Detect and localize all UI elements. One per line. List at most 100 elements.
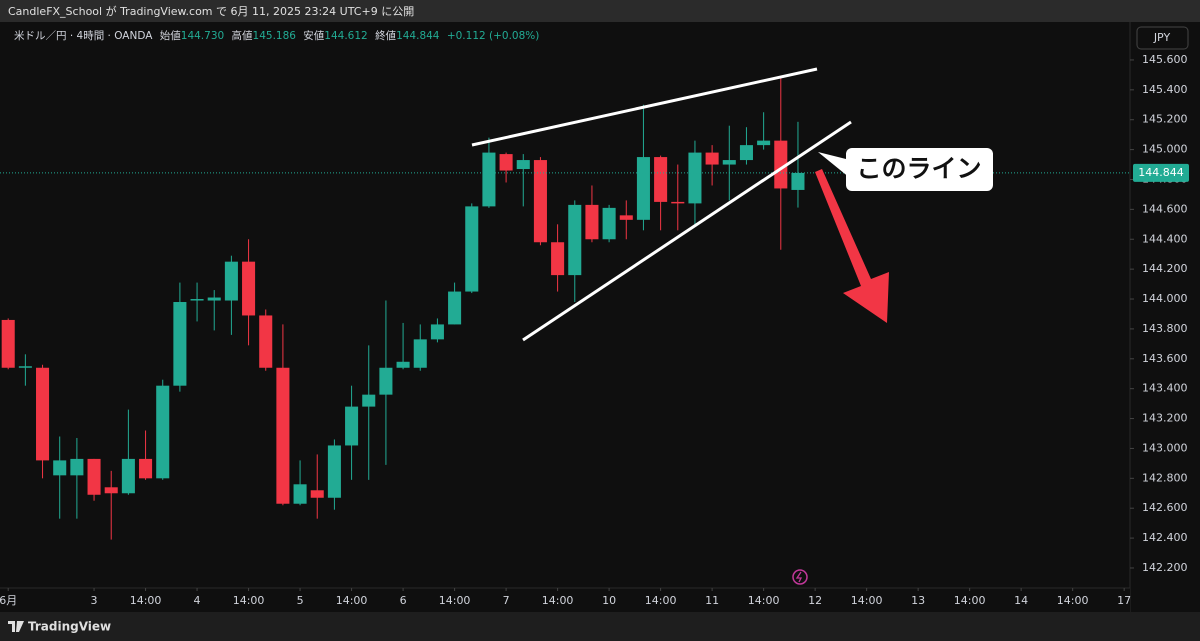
legend-label: 終値 [375,29,396,42]
x-tick-label: 14:00 [851,594,883,607]
header-text: CandleFX_School が TradingView.com で 6月 1… [8,4,414,18]
x-tick-label: 6 [400,594,407,607]
symbol: 米ドル／円 · 4時間 · OANDA [14,29,153,42]
candle-body [70,458,84,476]
currency-label[interactable]: JPY [1153,31,1171,44]
last-price-box [1133,163,1189,182]
candle-body [259,315,273,368]
y-tick-label: 142.800 [1142,471,1188,484]
y-tick-label: 144.200 [1142,262,1188,275]
legend-value: 144.730 [181,30,224,42]
candle-body [53,460,67,476]
legend-change: +0.112 (+0.08%) [447,30,540,42]
candle-body [722,160,736,165]
axes: 142.200 142.400 142.600 142.800 143.000 143.2… [0,53,1188,607]
candle-body [224,261,238,301]
candle-body [551,242,565,276]
x-tick-label: 14 [1014,594,1028,607]
callout-pointer [818,152,850,178]
x-tick-label: 14:00 [645,594,677,607]
candle-body [448,291,462,325]
candle-body [173,302,187,386]
candle-body [139,458,153,479]
trend-line [471,67,818,147]
candle-body [1,319,15,368]
y-tick-label: 145.200 [1142,113,1188,126]
logo [8,621,24,632]
legend-value: 144.612 [324,30,367,42]
y-tick-label: 145.400 [1142,83,1188,96]
candle-body [602,207,616,240]
candle-body [242,261,256,316]
candle-body [18,366,32,368]
candle-body [739,145,753,161]
legend-value: 144.844 [396,30,440,42]
legend-label: 安値 [303,29,324,42]
x-tick-label: 10 [602,594,616,607]
candle-body [121,458,135,494]
candle-body [345,406,359,446]
x-tick-label: 7 [503,594,510,607]
event-icon[interactable] [792,569,808,585]
y-tick-label: 144.600 [1142,202,1188,215]
currency-button[interactable] [1136,26,1189,50]
y-tick-label: 142.200 [1142,561,1188,574]
candle-body [585,204,599,240]
plot-area [0,77,1130,540]
footer-bar [0,612,1200,641]
candle-body [207,297,221,301]
y-tick-label: 143.000 [1142,441,1188,454]
candle-body [499,154,513,171]
header-bar [0,0,1200,22]
x-tick-label: 3 [91,594,98,607]
candle-body [516,160,530,170]
candle-body [791,172,805,190]
candle-body [774,140,788,189]
candle-body [619,215,633,220]
y-tick-label: 142.600 [1142,501,1188,514]
candle-body [190,299,204,301]
y-tick-label: 143.600 [1142,352,1188,365]
candle-body [276,367,290,504]
x-tick-label: 12 [808,594,822,607]
candle-body [705,152,719,165]
footer-text: TradingView [28,620,111,634]
x-tick-label: 6月 [0,594,17,607]
legend-label: 始値 [160,29,181,42]
x-tick-label: 14:00 [748,594,780,607]
candle-body [568,204,582,276]
arrow [815,169,889,323]
legend-label: 高値 [232,29,253,42]
x-tick-label: 4 [194,594,201,607]
y-tick-label: 143.200 [1142,412,1188,425]
candle-body [87,458,101,495]
x-tick-label: 14:00 [954,594,986,607]
callout-box [846,148,993,191]
trend-line [522,120,852,342]
price-axis [1130,22,1200,612]
candle-body [362,394,376,407]
last-price-label: 144.844 [1138,166,1184,179]
x-tick-label: 14:00 [439,594,471,607]
candle-body [757,140,771,146]
y-tick-label: 145.000 [1142,143,1188,156]
candle-body [533,160,547,243]
y-tick-label: 143.400 [1142,382,1188,395]
candle-body [156,385,170,479]
candle-body [654,157,668,202]
legend: 米ドル／円 · 4時間 · OANDA 始値144.730 高値145.186 … [14,29,539,42]
x-tick-label: 17 [1117,594,1131,607]
x-tick-label: 14:00 [233,594,265,607]
candle-body [636,157,650,220]
x-tick-label: 14:00 [130,594,162,607]
legend-value: 145.186 [253,30,297,42]
event-icon-bolt [795,571,803,583]
y-tick-label: 143.800 [1142,322,1188,335]
y-tick-label: 145.600 [1142,53,1188,66]
x-tick-label: 5 [297,594,304,607]
y-tick-label: 144.000 [1142,292,1188,305]
candle-body [430,324,444,340]
annotation: このライン [856,154,981,183]
